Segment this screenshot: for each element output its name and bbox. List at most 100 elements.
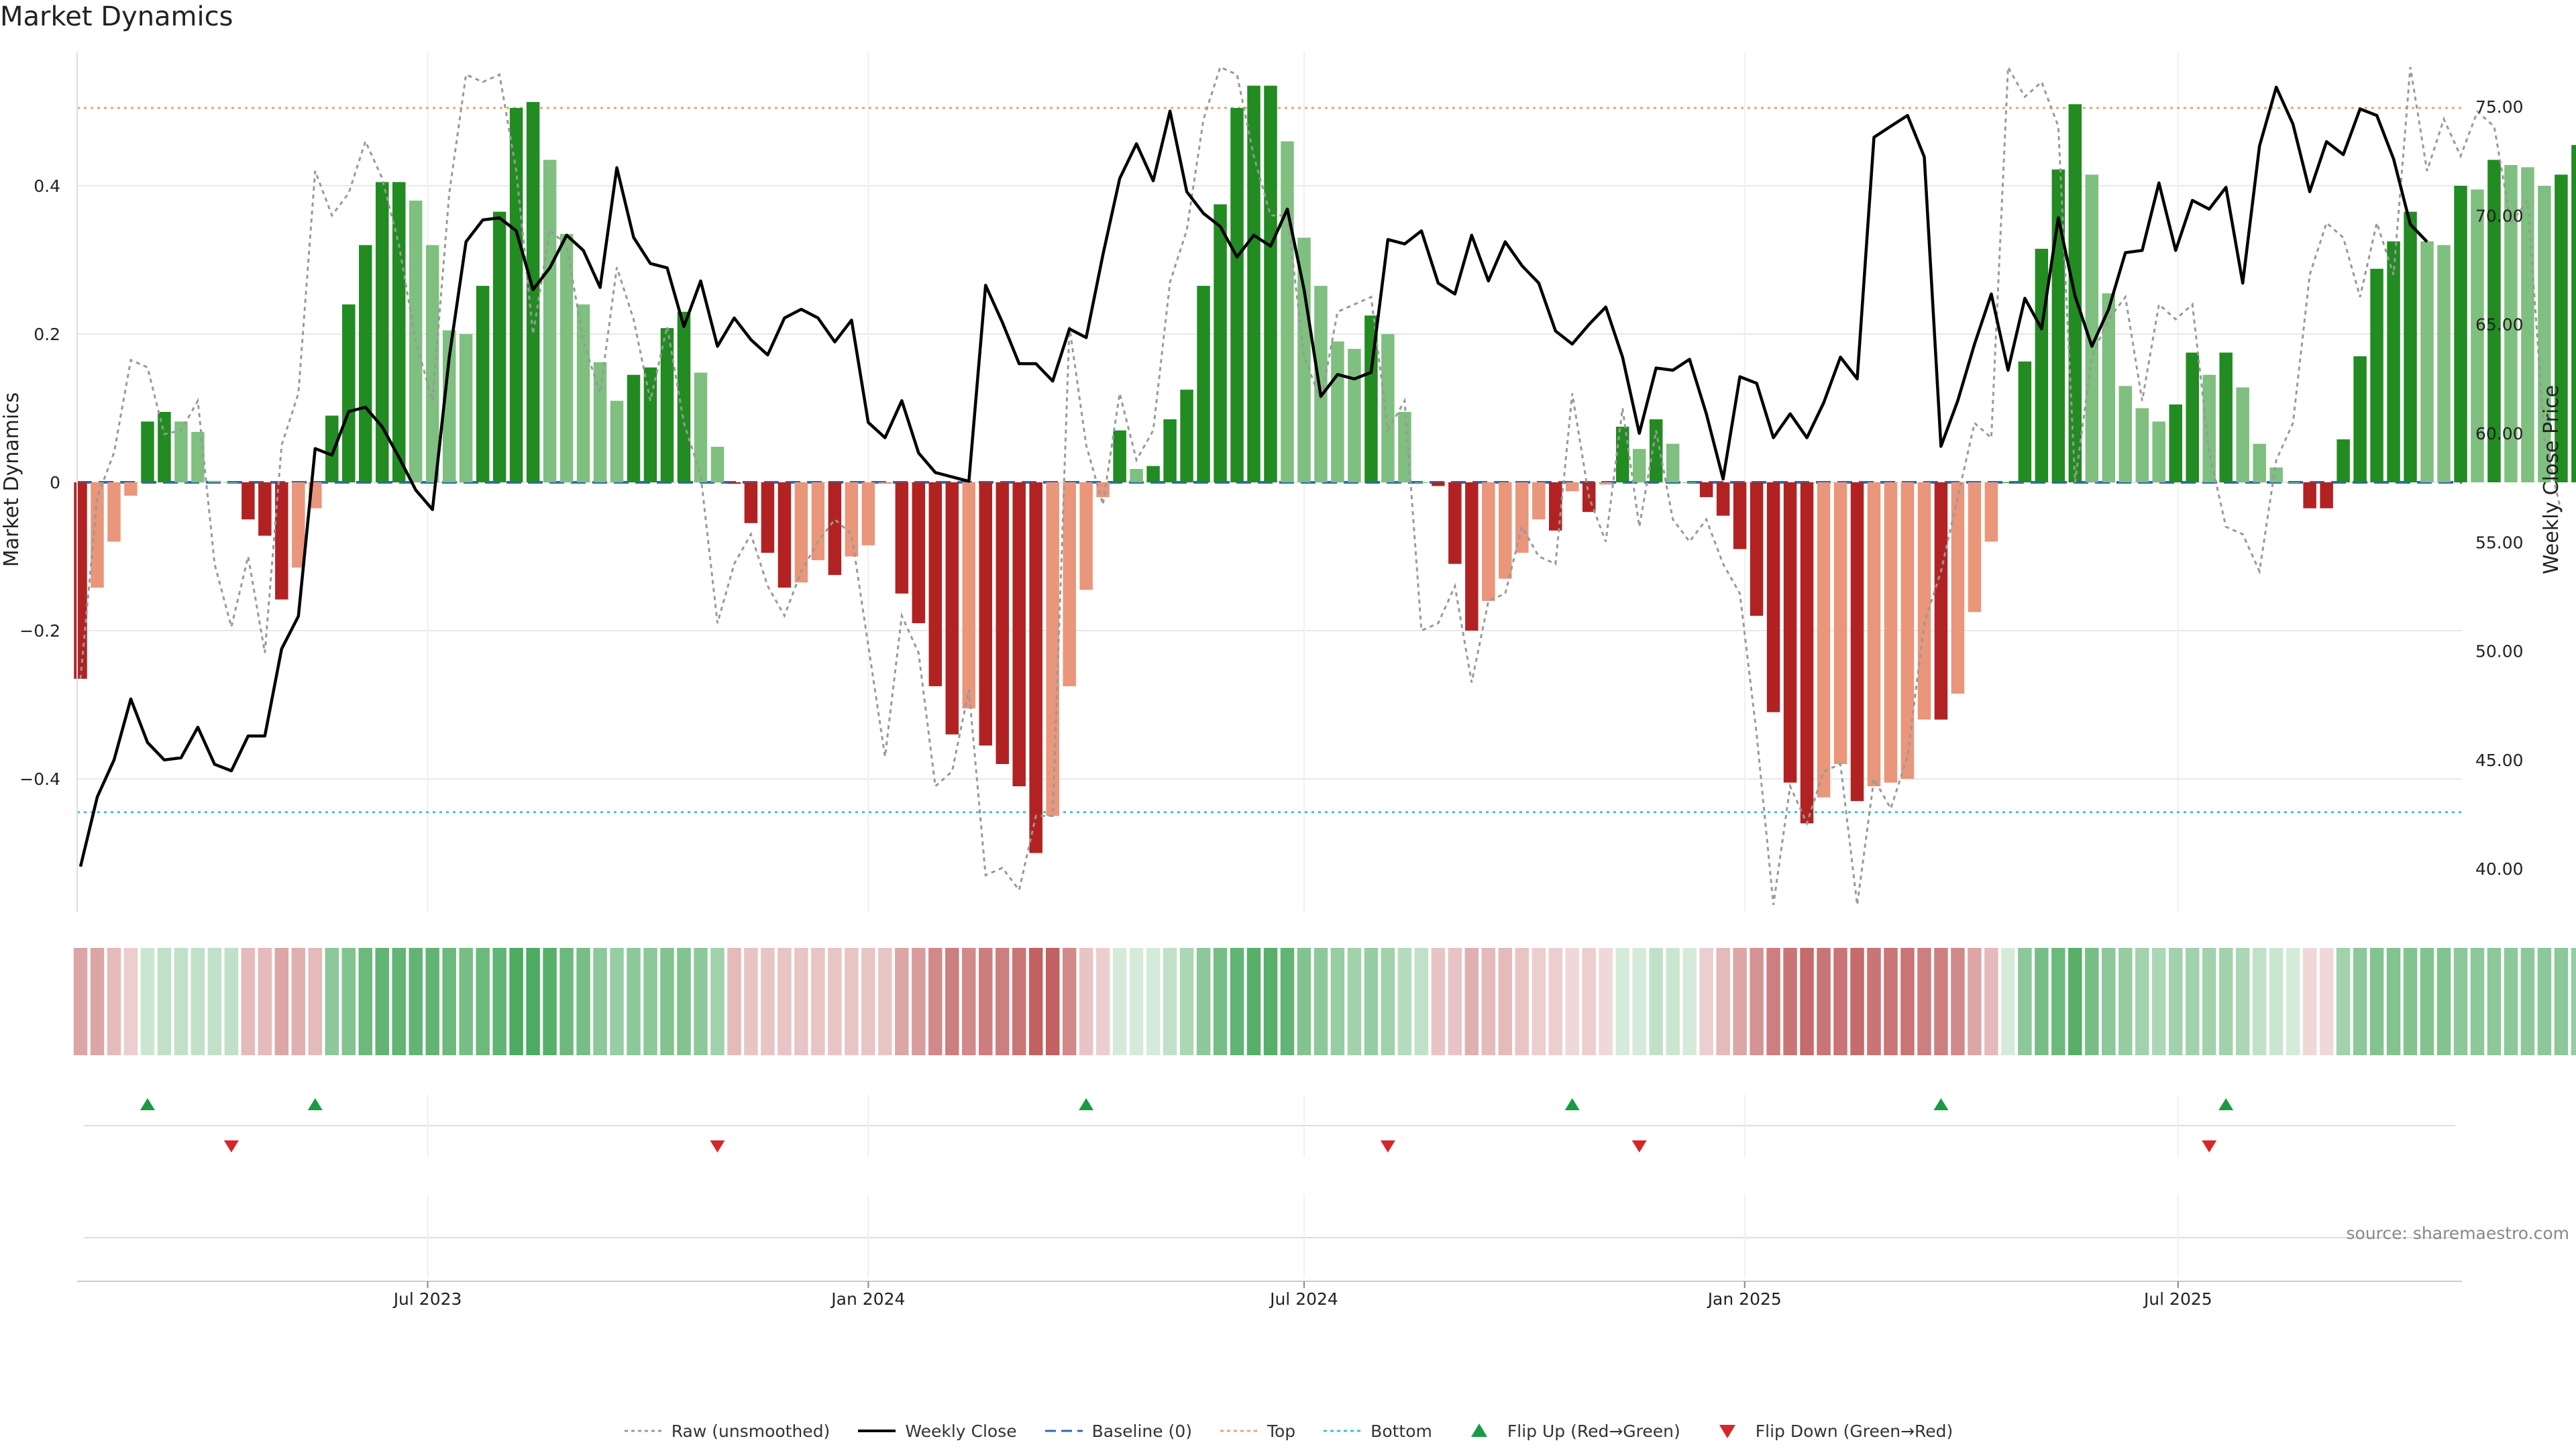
md-bar [1465, 482, 1479, 631]
regime-cell [1431, 948, 1446, 1055]
md-bar [2571, 145, 2576, 482]
md-bar [962, 482, 975, 709]
regime-cell [1129, 948, 1144, 1055]
md-bar [1817, 482, 1831, 798]
regime-cell [2051, 948, 2065, 1055]
md-bar [1917, 482, 1931, 720]
md-bar [1348, 349, 1361, 482]
md-bar [979, 482, 992, 746]
legend-label: Flip Down (Green→Red) [1755, 1421, 1953, 1441]
regime-cell [895, 948, 909, 1055]
legend-item: Baseline (0) [1044, 1421, 1192, 1441]
md-bar [1934, 482, 1948, 720]
regime-cell [291, 948, 306, 1055]
regime-cell [224, 948, 239, 1055]
regime-cell [543, 948, 557, 1055]
regime-cell [1179, 948, 1194, 1055]
md-bar [559, 233, 574, 482]
regime-cell [761, 948, 775, 1055]
md-bar [1532, 482, 1546, 520]
md-bar [1666, 443, 1680, 482]
md-bar [1448, 482, 1462, 564]
md-bar [610, 400, 624, 482]
flip-down-marker [1631, 1140, 1647, 1152]
regime-cell [1682, 948, 1697, 1055]
md-bar [2286, 482, 2300, 483]
regime-cell [2319, 948, 2334, 1055]
raw-line-layer [79, 63, 2563, 906]
regime-cell [1515, 948, 1529, 1055]
regime-cell [643, 948, 657, 1055]
regime-cell [1112, 948, 1127, 1055]
regime-cell [2504, 948, 2518, 1055]
legend-label: Raw (unsmoothed) [671, 1421, 830, 1441]
regime-cell [2218, 948, 2233, 1055]
legend-label: Bottom [1371, 1421, 1432, 1441]
regime-cell [1414, 948, 1429, 1055]
regime-cell [1364, 948, 1379, 1055]
regime-cell [1850, 948, 1864, 1055]
md-bar [2118, 386, 2133, 482]
regime-cell [2185, 948, 2200, 1055]
md-bar [342, 304, 356, 482]
md-bar [2454, 185, 2467, 482]
regime-cell [2235, 948, 2250, 1055]
legend-item: Flip Down (Green→Red) [1707, 1421, 1953, 1441]
regime-cell [1146, 948, 1161, 1055]
regime-cell [2520, 948, 2535, 1055]
regime-cell [576, 948, 590, 1055]
regime-cell [1716, 948, 1730, 1055]
md-bar [2471, 189, 2484, 482]
md-bar [2202, 374, 2216, 482]
md-bar [1766, 482, 1780, 712]
legend-item: Flip Up (Red→Green) [1459, 1421, 1680, 1441]
md-bar [627, 374, 641, 482]
md-bar [1214, 204, 1227, 482]
md-bar [208, 480, 221, 482]
regime-cell [2554, 948, 2569, 1055]
legend-swatch [1220, 1430, 1258, 1432]
md-bar [1867, 482, 1881, 787]
md-bar [794, 482, 808, 583]
md-bar [241, 482, 255, 520]
md-bar [845, 482, 859, 557]
regime-cell [1498, 948, 1513, 1055]
md-bar [2404, 211, 2417, 482]
regime-cell [845, 948, 859, 1055]
md-bar [2555, 174, 2568, 482]
regime-cell [962, 948, 976, 1055]
regime-cell [1699, 948, 1713, 1055]
regime-cell [107, 948, 121, 1055]
md-bar [1566, 482, 1579, 492]
regime-cell [425, 948, 439, 1055]
regime-cell [1196, 948, 1211, 1055]
md-bar [1247, 85, 1260, 482]
x-tick-label: Jan 2024 [830, 1289, 905, 1309]
legend-swatch [1470, 1424, 1487, 1437]
md-bar [2370, 268, 2383, 482]
regime-cell [1649, 948, 1663, 1055]
md-bar [2018, 361, 2032, 482]
md-bar [543, 160, 557, 482]
md-bar [2387, 241, 2400, 482]
regime-cell [1263, 948, 1278, 1055]
md-bar [2135, 408, 2149, 482]
regime-cell [2386, 948, 2401, 1055]
regime-cell [1615, 948, 1629, 1055]
regime-cell [1381, 948, 1395, 1055]
regime-cell [627, 948, 641, 1055]
regime-cell [1532, 948, 1546, 1055]
md-bar [643, 367, 657, 482]
regime-cell [191, 948, 205, 1055]
md-bar [359, 245, 372, 482]
legend-swatch [624, 1430, 662, 1432]
md-bar [1733, 482, 1747, 549]
regime-cell [2068, 948, 2082, 1055]
legend-swatch [1324, 1430, 1362, 1432]
regime-cell [2420, 948, 2434, 1055]
regime-cell [710, 948, 724, 1055]
md-bar [1180, 389, 1193, 482]
regime-cell [2018, 948, 2032, 1055]
regime-cell [677, 948, 691, 1055]
regime-cell [1246, 948, 1261, 1055]
